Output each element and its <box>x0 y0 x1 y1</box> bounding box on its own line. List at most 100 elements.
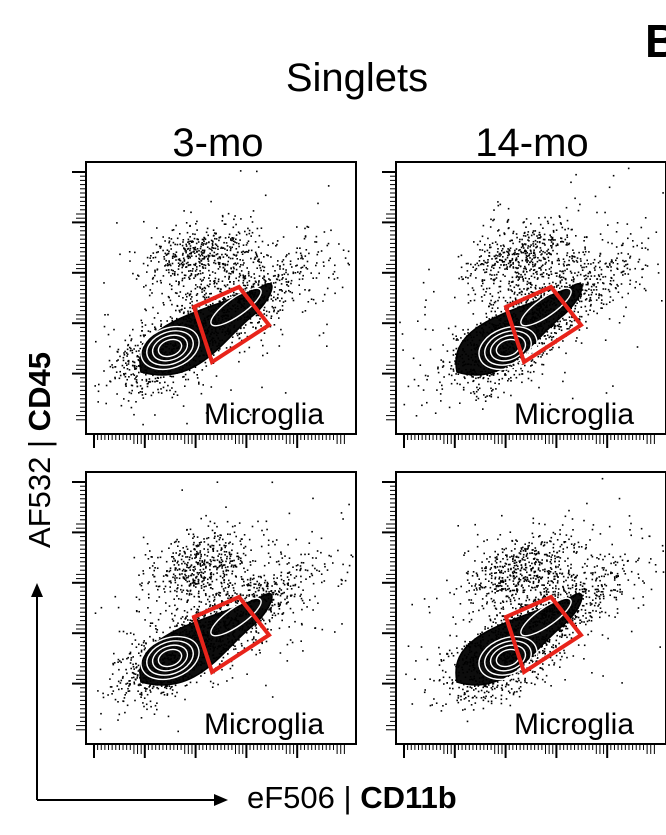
event-dot <box>116 393 118 395</box>
event-dot <box>344 257 347 259</box>
event-dot <box>176 624 178 626</box>
event-dot <box>519 265 522 268</box>
event-dot <box>185 245 188 247</box>
event-dot <box>467 262 469 265</box>
event-dot <box>142 262 145 265</box>
event-dot <box>302 589 304 591</box>
event-dot <box>297 564 299 566</box>
event-dot <box>187 241 189 243</box>
event-dot <box>332 562 334 564</box>
event-dot <box>508 249 511 251</box>
event-dot <box>565 206 568 209</box>
event-dot <box>168 241 170 244</box>
event-dot <box>467 302 470 304</box>
event-dot <box>308 289 311 291</box>
event-dot <box>126 353 129 356</box>
event-dot <box>202 295 205 298</box>
event-dot <box>620 283 623 285</box>
event-dot <box>129 349 132 352</box>
event-dot <box>424 328 427 331</box>
event-dot <box>304 255 307 257</box>
event-dot <box>231 336 234 338</box>
event-dot <box>94 385 96 387</box>
event-dot <box>515 376 518 379</box>
event-dot <box>497 204 500 207</box>
event-dot <box>495 314 497 316</box>
event-dot <box>516 236 518 239</box>
event-dot <box>621 244 624 246</box>
event-dot <box>481 249 484 251</box>
event-dot <box>132 373 134 375</box>
event-dot <box>124 375 127 378</box>
event-dot <box>470 263 472 266</box>
event-dot <box>284 300 287 302</box>
event-dot <box>521 373 524 375</box>
event-dot <box>575 173 577 176</box>
event-dot <box>489 293 492 295</box>
event-dot <box>524 249 526 252</box>
event-dot <box>594 269 596 271</box>
event-dot <box>175 224 177 227</box>
event-dot <box>177 283 180 286</box>
event-dot <box>189 224 191 227</box>
event-dot <box>274 286 276 288</box>
event-dot <box>228 287 231 290</box>
event-dot <box>179 263 181 266</box>
event-dot <box>135 646 138 648</box>
event-dot <box>559 276 562 279</box>
event-dot <box>263 313 266 315</box>
event-dot <box>555 229 558 231</box>
event-dot <box>281 278 283 281</box>
event-dot <box>590 299 592 302</box>
event-dot <box>277 274 280 277</box>
event-dot <box>538 259 541 262</box>
event-dot <box>221 253 223 256</box>
event-dot <box>480 255 482 257</box>
event-dot <box>175 255 178 258</box>
event-dot <box>255 624 257 626</box>
event-dot <box>602 303 605 305</box>
event-dot <box>181 271 183 274</box>
event-dot <box>439 381 441 384</box>
event-dot <box>250 216 252 218</box>
event-dot <box>225 242 228 244</box>
event-dot <box>213 282 215 285</box>
event-dot <box>600 302 603 304</box>
event-dot <box>187 247 190 250</box>
event-dot <box>207 258 209 261</box>
event-dot <box>239 274 242 277</box>
event-dot <box>272 598 275 601</box>
event-dot <box>252 285 255 287</box>
event-dot <box>466 270 469 272</box>
event-dot <box>399 321 401 324</box>
event-dot <box>550 326 552 329</box>
event-dot <box>504 374 506 376</box>
event-dot <box>316 253 319 256</box>
event-dot <box>261 642 263 645</box>
event-dot <box>526 271 528 273</box>
event-dot <box>200 251 203 253</box>
event-dot <box>224 237 227 239</box>
event-dot <box>196 286 199 288</box>
event-dot <box>193 371 195 374</box>
event-dot <box>460 254 463 257</box>
event-dot <box>507 379 509 382</box>
event-dot <box>259 318 261 320</box>
event-dot <box>534 243 537 245</box>
event-dot <box>103 370 105 372</box>
event-dot <box>189 245 192 247</box>
event-dot <box>125 352 128 354</box>
event-dot <box>188 294 191 297</box>
event-dot <box>219 266 221 268</box>
event-dot <box>278 317 280 319</box>
event-dot <box>250 276 253 278</box>
event-dot <box>489 302 491 305</box>
event-dot <box>233 263 235 265</box>
event-dot <box>585 283 588 286</box>
event-dot <box>627 273 630 275</box>
event-dot <box>610 277 613 279</box>
event-dot <box>407 385 410 388</box>
event-dot <box>610 259 613 261</box>
event-dot <box>217 278 220 281</box>
event-dot <box>238 242 240 245</box>
